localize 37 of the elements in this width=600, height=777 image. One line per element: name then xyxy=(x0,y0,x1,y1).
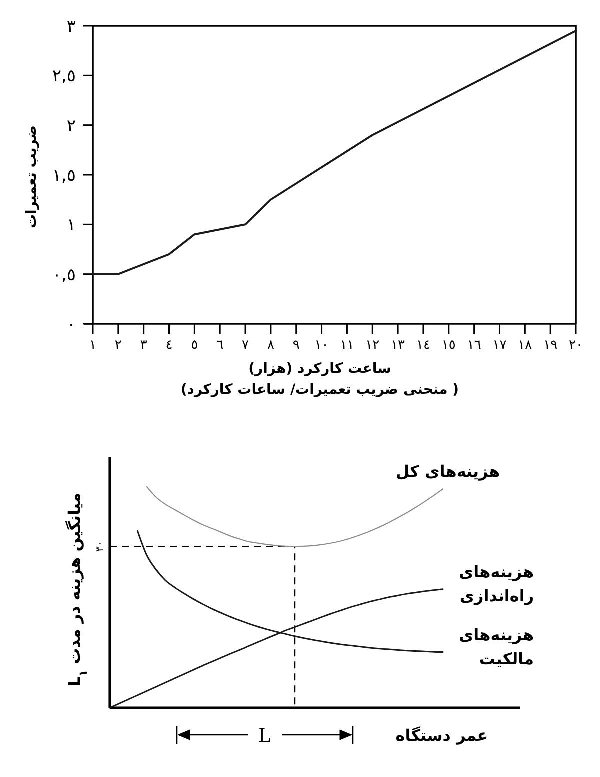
x-tick-label: ٧ xyxy=(242,338,250,353)
series-label: هزینه‌های مالکیت xyxy=(458,625,534,668)
x-tick-label: ٥ xyxy=(191,338,198,353)
x-tick-label: ١٨ xyxy=(518,338,532,353)
x-tick-label: ١٠ xyxy=(314,338,329,353)
y-tick-label: ٢,٥ xyxy=(52,66,76,87)
y-tick-label: ٣ xyxy=(66,17,76,37)
x-axis-title: عمر دستگاه xyxy=(396,726,488,745)
x-tick-label: ٨ xyxy=(267,338,274,353)
y-tick-label: ٢ xyxy=(66,116,76,136)
y-axis-title: ضریب تعمیرات xyxy=(24,125,40,229)
y-tick-label: ١,٥ xyxy=(52,166,76,186)
x-tick-label: ١١ xyxy=(340,338,354,353)
y-tick-label: ١ xyxy=(66,216,76,236)
series-label: هزینه‌های راه‌اندازی xyxy=(458,562,534,606)
x-tick-label: ١٥ xyxy=(442,338,456,353)
text: L xyxy=(258,723,272,747)
x-axis-title: ساعت کارکرد (هزار) xyxy=(248,361,392,377)
y-tick-label: ٠ xyxy=(66,315,76,335)
series-label: هزینه‌های کل xyxy=(396,462,500,482)
x-tick-label: ٢٠ xyxy=(569,338,583,353)
y-tick-label: ٠,٥ xyxy=(52,265,76,286)
line-series xyxy=(92,30,577,276)
x-tick-label: ٤ xyxy=(166,338,173,353)
x-tick-label: ١٤ xyxy=(416,338,430,353)
x-tick-label: ٦ xyxy=(216,338,224,353)
x-tick-label: ١٢ xyxy=(366,338,380,353)
x-tick-label: ٣ xyxy=(140,338,148,353)
x-tick-label: ٢ xyxy=(114,338,122,353)
x-tick-label: ١٣ xyxy=(391,338,406,353)
x-tick-label: ١٧ xyxy=(492,338,507,353)
ref-line-label: ٣٠ xyxy=(95,541,106,552)
x-tick-label: ٩ xyxy=(292,338,300,353)
x-tick-label: ١٩ xyxy=(544,338,558,353)
x-tick-label: ١٦ xyxy=(467,338,482,353)
text: ( منحنی ضریب تعمیرات/ ساعات کارکرد) xyxy=(180,382,460,398)
x-tick-label: ١ xyxy=(90,338,96,353)
